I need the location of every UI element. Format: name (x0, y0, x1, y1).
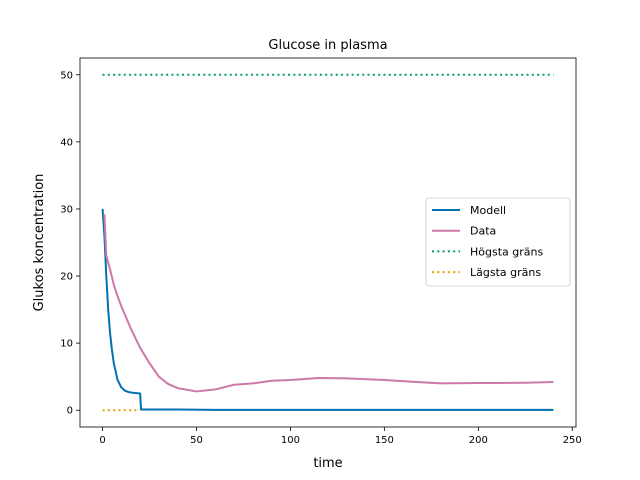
x-tick-label: 200 (469, 435, 488, 446)
legend-label: Data (470, 225, 496, 238)
series-layer (101, 73, 554, 412)
y-tick-label: 10 (60, 339, 73, 350)
y-tick-label: 20 (60, 272, 73, 283)
x-tick-label: 50 (190, 435, 203, 446)
y-axis-label: Glukos koncentration (32, 174, 47, 312)
chart-title: Glucose in plasma (268, 38, 387, 53)
y-tick-label: 40 (60, 137, 73, 148)
legend-label: Lägsta gräns (470, 266, 541, 279)
series-line-modell (101, 208, 554, 411)
legend-label: Högsta gräns (470, 245, 543, 258)
x-axis-label: time (313, 456, 342, 471)
x-tick-label: 0 (99, 435, 105, 446)
x-tick-label: 100 (281, 435, 300, 446)
x-tick-label: 250 (563, 435, 582, 446)
plot-frame (79, 57, 577, 428)
y-tick-label: 50 (60, 70, 73, 81)
legend: Modell Data Högsta gräns Lägsta gräns (425, 197, 571, 287)
legend-box (425, 197, 571, 287)
x-tick-label: 150 (375, 435, 394, 446)
series-line-data (103, 214, 554, 393)
y-tick-label: 30 (60, 204, 73, 215)
axis-ticks: 0 50 100 150 200 250 0 10 20 30 40 50 (60, 70, 582, 446)
legend-label: Modell (470, 204, 506, 217)
y-tick-label: 0 (67, 406, 73, 417)
